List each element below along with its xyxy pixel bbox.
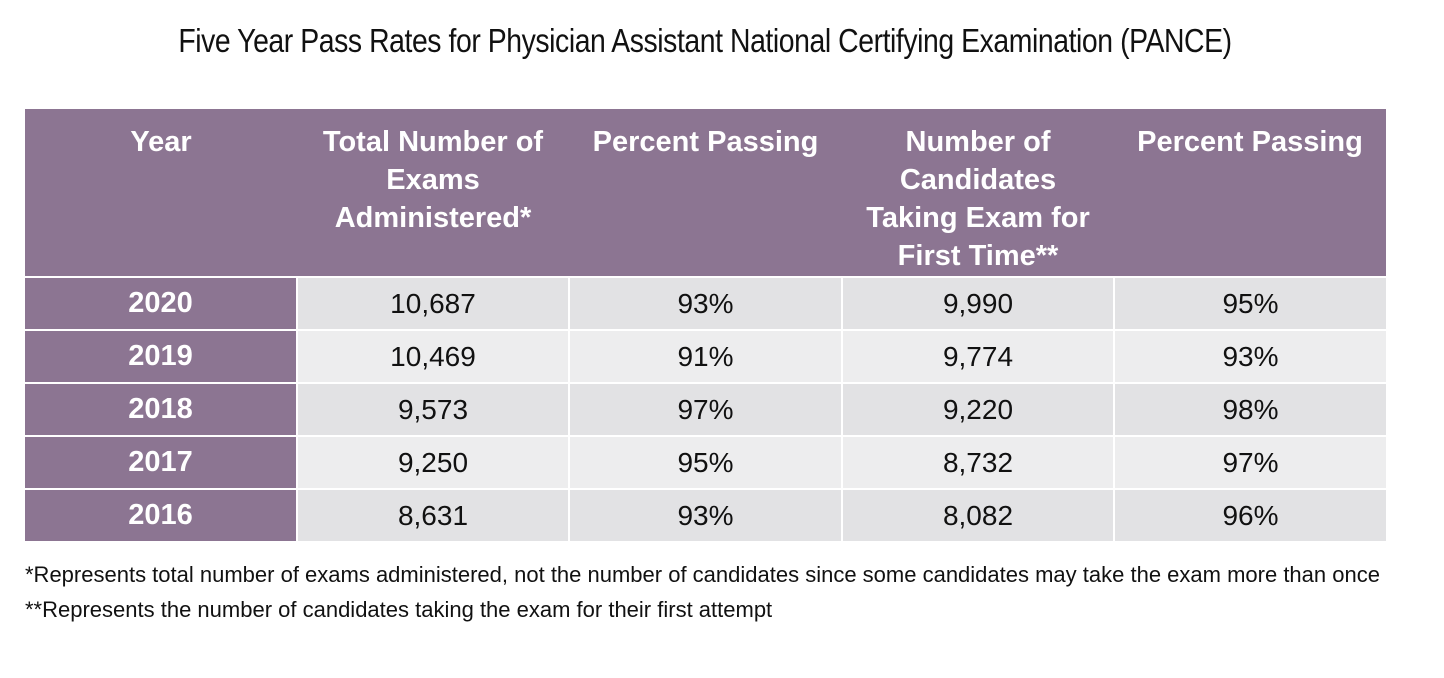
first-time-candidates-cell: 9,774: [842, 330, 1115, 384]
year-cell: 2020: [25, 277, 298, 331]
total-exams-cell: 8,631: [297, 489, 570, 541]
first-time-percent-passing-cell: 95%: [1114, 277, 1386, 331]
first-time-percent-passing-cell: 97%: [1114, 436, 1386, 490]
header-line: Number of: [905, 126, 1051, 158]
header-line: Candidates: [899, 164, 1057, 196]
percent-passing-cell: 93%: [569, 489, 843, 541]
first-time-candidates-cell: 8,732: [842, 436, 1115, 490]
total-exams-cell: 10,687: [297, 277, 570, 331]
table-header-row: Year Total Number of Exams Administered*…: [25, 109, 1386, 278]
table-row: 2017 9,250 95% 8,732 97%: [25, 436, 1386, 490]
header-line: Year: [130, 126, 192, 158]
table-row: 2018 9,573 97% 9,220 98%: [25, 383, 1386, 437]
column-header-percent-passing: Percent Passing: [569, 109, 842, 278]
footnote-first-time: **Represents the number of candidates ta…: [25, 597, 773, 622]
first-time-candidates-cell: 8,082: [842, 489, 1115, 541]
year-cell: 2017: [25, 436, 298, 490]
column-header-first-time-candidates: Number of Candidates Taking Exam for Fir…: [842, 109, 1114, 278]
header-line: Percent Passing: [1137, 126, 1363, 158]
footnotes: *Represents total number of exams admini…: [25, 557, 1425, 627]
first-time-candidates-cell: 9,220: [842, 383, 1115, 437]
table-row: 2016 8,631 93% 8,082 96%: [25, 489, 1386, 541]
total-exams-cell: 9,573: [297, 383, 570, 437]
table-row: 2020 10,687 93% 9,990 95%: [25, 277, 1386, 331]
pass-rates-table: Year Total Number of Exams Administered*…: [25, 109, 1386, 541]
first-time-percent-passing-cell: 98%: [1114, 383, 1386, 437]
total-exams-cell: 10,469: [297, 330, 570, 384]
header-line: Exams: [386, 164, 480, 196]
year-cell: 2019: [25, 330, 298, 384]
percent-passing-cell: 93%: [569, 277, 843, 331]
percent-passing-cell: 95%: [569, 436, 843, 490]
first-time-candidates-cell: 9,990: [842, 277, 1115, 331]
header-line: Total Number of: [322, 126, 544, 158]
column-header-total-exams: Total Number of Exams Administered*: [297, 109, 569, 278]
percent-passing-cell: 91%: [569, 330, 843, 384]
first-time-percent-passing-cell: 93%: [1114, 330, 1386, 384]
header-line: Taking Exam for: [866, 202, 1090, 234]
first-time-percent-passing-cell: 96%: [1114, 489, 1386, 541]
column-header-first-time-percent-passing: Percent Passing: [1114, 109, 1386, 278]
header-line: First Time**: [897, 240, 1059, 272]
column-header-year: Year: [25, 109, 297, 278]
header-line: Administered*: [334, 202, 532, 234]
year-cell: 2018: [25, 383, 298, 437]
header-line: Percent Passing: [592, 126, 819, 158]
total-exams-cell: 9,250: [297, 436, 570, 490]
year-cell: 2016: [25, 489, 298, 541]
table-row: 2019 10,469 91% 9,774 93%: [25, 330, 1386, 384]
page-title: Five Year Pass Rates for Physician Assis…: [178, 22, 1232, 59]
percent-passing-cell: 97%: [569, 383, 843, 437]
footnote-total-exams: *Represents total number of exams admini…: [25, 562, 1380, 587]
